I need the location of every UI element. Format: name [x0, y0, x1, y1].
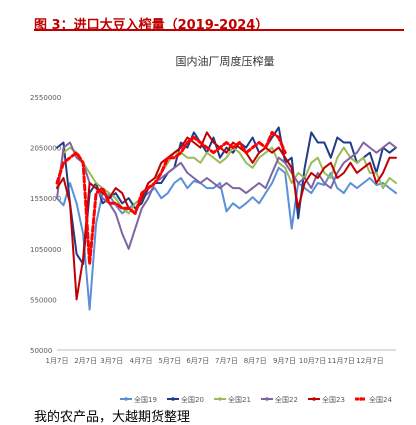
legend-marker: [312, 397, 316, 401]
x-tick-label: 10月7日: [299, 357, 326, 365]
x-tick-label: 3月7日: [100, 357, 123, 365]
legend-marker: [124, 397, 128, 401]
x-tick-label: 6月7日: [186, 357, 209, 365]
x-tick-label: 1月7日: [46, 357, 69, 365]
legend-item-4: 全国22: [261, 395, 298, 404]
legend-item-5: 全国23: [308, 395, 345, 404]
series-line-2: [56, 126, 397, 265]
legend-item-6: 全国24: [355, 395, 392, 404]
y-tick-label: 2550000: [30, 94, 61, 102]
series-line-3: [56, 146, 397, 215]
legend-label: 全国20: [181, 395, 204, 404]
x-tick-label: 11月7日: [328, 357, 355, 365]
legend-label: 全国24: [369, 395, 392, 404]
legend-marker: [218, 397, 222, 401]
legend-marker: [171, 397, 175, 401]
x-tick-label: 2月7日: [74, 357, 97, 365]
series-line-1: [56, 166, 397, 311]
legend-marker: [359, 397, 363, 401]
x-tick-label: 4月7日: [130, 357, 153, 365]
y-tick-label: 2050000: [30, 145, 61, 153]
legend-label: 全国19: [134, 395, 157, 404]
line-chart: 国内油厂周度压榨量 2550000 2050000 1550000 1050000 55…: [30, 54, 397, 404]
y-tick-label: 1550000: [30, 195, 61, 203]
chart-title: 国内油厂周度压榨量: [176, 54, 275, 68]
y-tick-label: 50000: [30, 347, 52, 355]
chart-series: [55, 126, 397, 311]
y-tick-label: 1050000: [30, 246, 61, 254]
legend-label: 全国23: [322, 395, 345, 404]
x-tick-label: 12月7日: [356, 357, 383, 365]
chart-legend: 全国19 全国20 全国21 全国22 全国23 全国24: [120, 395, 392, 404]
x-tick-label: 8月7日: [244, 357, 267, 365]
legend-item-3: 全国21: [214, 395, 251, 404]
x-tick-label: 9月7日: [273, 357, 296, 365]
source-note: 我的农产品，大越期货整理: [34, 410, 191, 425]
x-tick-label: 7月7日: [215, 357, 238, 365]
legend-item-2: 全国20: [167, 395, 204, 404]
caption-underline: [34, 29, 404, 31]
series-line-5: [56, 131, 397, 301]
legend-label: 全国22: [275, 395, 298, 404]
series-line-6: [55, 130, 287, 266]
chart-axes: 2550000 2050000 1550000 1050000 550000 50000 1…: [30, 94, 396, 365]
y-tick-label: 550000: [30, 296, 57, 304]
figure-header: 图 3：进口大豆入榨量（2019-2024）: [0, 0, 416, 33]
legend-marker: [265, 397, 269, 401]
series-line-4: [56, 141, 397, 250]
legend-label: 全国21: [228, 395, 251, 404]
x-tick-label: 5月7日: [158, 357, 181, 365]
legend-item-1: 全国19: [120, 395, 157, 404]
